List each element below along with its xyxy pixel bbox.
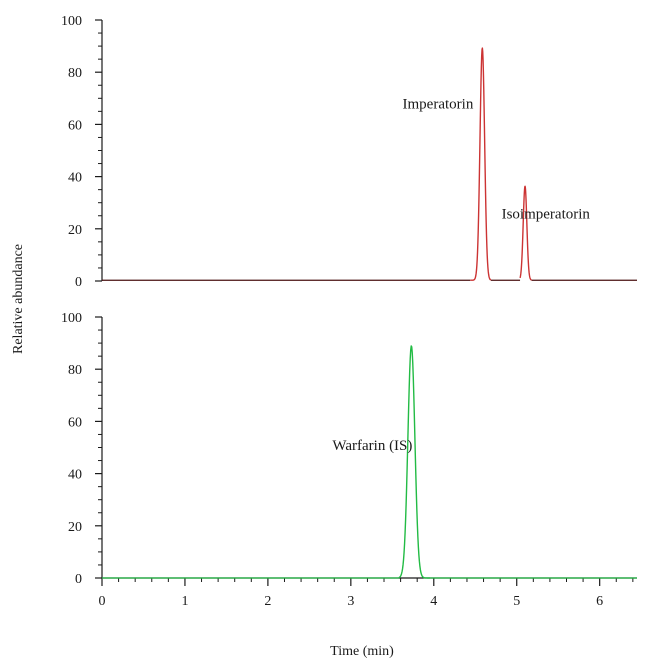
chromatogram-peak [519, 185, 533, 281]
x-tick-label: 6 [596, 594, 603, 609]
bottom-panel: 0 20 40 60 80 100 0 1 2 3 4 5 6 Warfarin (IS) [61, 311, 637, 609]
y-tick-label: 80 [68, 363, 82, 378]
peak-label: Imperatorin [403, 97, 474, 113]
top-y-ticks: 0 20 40 60 80 100 [61, 14, 102, 290]
x-tick-label: 0 [99, 594, 106, 609]
x-tick-label: 2 [264, 594, 271, 609]
y-tick-label: 100 [61, 14, 82, 29]
chromatogram-peak [398, 345, 430, 579]
peak-label: Warfarin (IS) [332, 438, 412, 454]
y-tick-label: 80 [68, 66, 82, 81]
x-tick-label: 3 [347, 594, 354, 609]
y-tick-label: 0 [75, 572, 82, 587]
bottom-annotations: Warfarin (IS) [332, 438, 412, 454]
x-tick-label: 4 [430, 594, 437, 609]
y-tick-label: 40 [68, 468, 82, 483]
y-axis-title: Relative abundance [11, 244, 26, 354]
x-ticks: 0 1 2 3 4 5 6 [99, 578, 634, 609]
y-tick-label: 100 [61, 311, 82, 326]
y-tick-label: 0 [75, 275, 82, 290]
top-series-group [102, 47, 637, 281]
y-tick-label: 60 [68, 118, 82, 133]
bottom-series-group [102, 345, 637, 579]
x-axis-title: Time (min) [330, 644, 394, 659]
y-tick-label: 20 [68, 223, 82, 238]
y-tick-label: 20 [68, 520, 82, 535]
y-tick-label: 40 [68, 171, 82, 186]
top-panel: 0 20 40 60 80 100 Imperatorin Isoimperatorin [61, 14, 637, 290]
bottom-y-ticks: 0 20 40 60 80 100 [61, 311, 102, 587]
chromatogram-peak [469, 47, 492, 281]
y-tick-label: 60 [68, 415, 82, 430]
x-tick-label: 5 [513, 594, 520, 609]
top-annotations: Imperatorin Isoimperatorin [403, 97, 591, 223]
x-tick-label: 1 [181, 594, 188, 609]
peak-label: Isoimperatorin [502, 206, 591, 222]
